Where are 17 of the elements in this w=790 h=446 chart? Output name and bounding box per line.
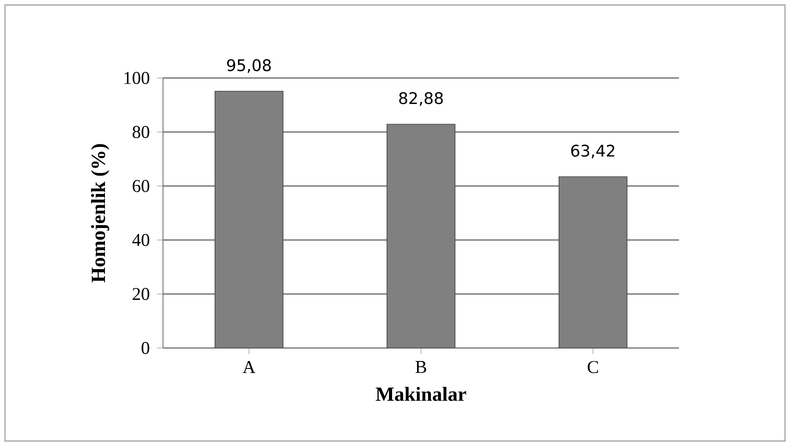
x-tick-label: A	[242, 361, 256, 373]
y-axis-title: Homojenlik (%)	[91, 144, 110, 282]
y-tick-label: 40	[132, 234, 150, 246]
data-label: 82,88	[399, 92, 443, 106]
bar	[214, 90, 284, 348]
data-label: 95,08	[227, 59, 271, 73]
x-tick-label: B	[416, 361, 426, 373]
y-tick-label: 0	[142, 342, 150, 354]
y-tick-label: 80	[132, 126, 150, 138]
data-label: 63,42	[571, 144, 614, 158]
bar	[386, 124, 456, 348]
x-tick-label: C	[588, 361, 598, 374]
y-tick-label: 100	[124, 72, 150, 84]
bar	[558, 176, 628, 348]
y-tick-label: 20	[132, 288, 150, 300]
x-axis-title: Makinalar	[376, 386, 466, 401]
y-tick-label: 60	[132, 180, 150, 192]
